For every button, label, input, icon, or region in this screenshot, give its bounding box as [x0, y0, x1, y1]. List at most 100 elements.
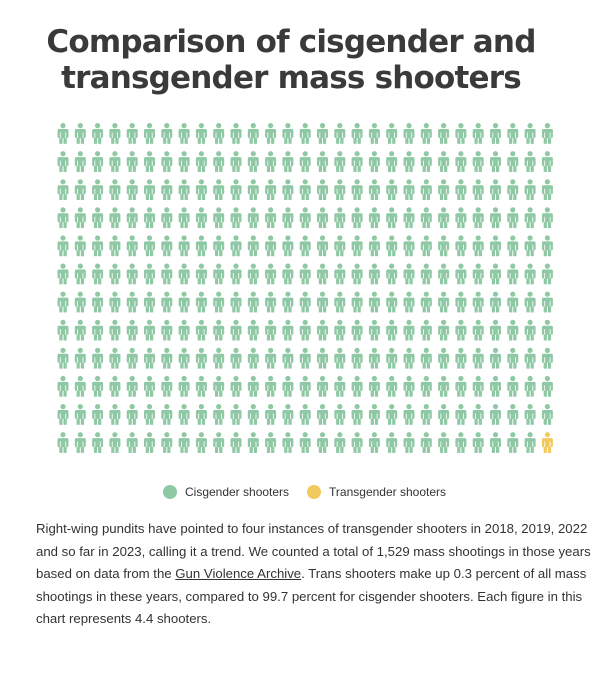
- person-icon-cisgender: [265, 319, 277, 341]
- person-icon-cisgender: [351, 432, 363, 453]
- person-icon-cisgender: [282, 207, 294, 229]
- person-icon-cisgender: [420, 347, 432, 369]
- person-icon-cisgender: [282, 123, 294, 144]
- person-icon-cisgender: [74, 319, 86, 341]
- person-icon-cisgender: [213, 179, 225, 200]
- person-icon-cisgender: [490, 291, 501, 313]
- person-icon-cisgender: [403, 263, 415, 285]
- person-icon-cisgender: [109, 151, 121, 172]
- person-icon-cisgender: [524, 235, 536, 257]
- person-icon-cisgender: [438, 347, 450, 369]
- person-icon-cisgender: [230, 375, 242, 397]
- person-icon-cisgender: [334, 179, 346, 200]
- person-icon-cisgender: [144, 404, 155, 425]
- person-icon-cisgender: [195, 319, 207, 341]
- person-icon-cisgender: [420, 375, 432, 397]
- person-icon-cisgender: [282, 347, 294, 369]
- person-icon-cisgender: [144, 207, 155, 229]
- person-icon-cisgender: [351, 347, 363, 369]
- person-icon-cisgender: [195, 404, 207, 425]
- person-icon-cisgender: [299, 404, 311, 425]
- person-icon-cisgender: [317, 404, 328, 425]
- person-icon-cisgender: [490, 404, 501, 425]
- person-icon-cisgender: [507, 291, 519, 313]
- person-icon-cisgender: [74, 235, 86, 257]
- person-icon-cisgender: [507, 235, 519, 257]
- person-icon-cisgender: [472, 375, 484, 397]
- person-icon-cisgender: [438, 432, 450, 453]
- person-icon-cisgender: [507, 179, 519, 200]
- person-icon-cisgender: [368, 404, 380, 425]
- person-icon-cisgender: [74, 432, 86, 453]
- person-icon-cisgender: [247, 404, 259, 425]
- person-icon-cisgender: [317, 207, 328, 229]
- chart-title: Comparison of cisgender and transgender …: [0, 24, 582, 96]
- person-icon-cisgender: [507, 123, 519, 144]
- person-icon-cisgender: [403, 151, 415, 172]
- person-icon-cisgender: [92, 404, 104, 425]
- person-icon-cisgender: [144, 263, 155, 285]
- person-icon-cisgender: [455, 319, 467, 341]
- person-icon-cisgender: [282, 375, 294, 397]
- person-icon-cisgender: [161, 291, 173, 313]
- person-icon-cisgender: [403, 432, 415, 453]
- person-icon-cisgender: [178, 375, 190, 397]
- person-icon-cisgender: [126, 319, 138, 341]
- person-icon-cisgender: [247, 375, 259, 397]
- person-icon-cisgender: [230, 207, 242, 229]
- person-icon-cisgender: [195, 207, 207, 229]
- person-icon-cisgender: [507, 319, 519, 341]
- person-icon-cisgender: [282, 179, 294, 200]
- person-icon-cisgender: [351, 319, 363, 341]
- person-icon-cisgender: [282, 404, 294, 425]
- legend-swatch-transgender: [307, 485, 322, 499]
- person-icon-cisgender: [57, 375, 69, 397]
- person-icon-cisgender: [74, 123, 86, 144]
- legend-swatch-cisgender: [162, 485, 177, 499]
- person-icon-cisgender: [524, 347, 536, 369]
- person-icon-cisgender: [265, 151, 277, 172]
- person-icon-cisgender: [247, 291, 259, 313]
- person-icon-cisgender: [126, 235, 138, 257]
- person-icon-cisgender: [472, 263, 484, 285]
- person-icon-cisgender: [368, 432, 380, 453]
- person-icon-cisgender: [524, 151, 536, 172]
- person-icon-cisgender: [230, 347, 242, 369]
- person-icon-cisgender: [420, 207, 432, 229]
- person-icon-cisgender: [472, 319, 484, 341]
- person-icon-cisgender: [57, 291, 69, 313]
- person-icon-cisgender: [265, 291, 277, 313]
- person-icon-cisgender: [247, 123, 259, 144]
- person-icon-cisgender: [438, 319, 450, 341]
- person-icon-cisgender: [126, 404, 138, 425]
- person-icon-cisgender: [386, 179, 398, 200]
- person-icon-cisgender: [178, 179, 190, 200]
- gun-violence-archive-link[interactable]: Gun Violence Archive: [175, 566, 302, 581]
- person-icon-cisgender: [299, 263, 311, 285]
- person-icon-cisgender: [490, 263, 501, 285]
- person-icon-cisgender: [472, 432, 484, 453]
- person-icon-cisgender: [472, 151, 484, 172]
- person-icon-cisgender: [541, 319, 553, 341]
- person-icon-cisgender: [213, 432, 225, 453]
- person-icon-cisgender: [230, 179, 242, 200]
- person-icon-cisgender: [230, 291, 242, 313]
- person-icon-cisgender: [438, 291, 450, 313]
- person-icon-cisgender: [126, 151, 138, 172]
- person-icon-cisgender: [265, 404, 277, 425]
- person-icon-cisgender: [178, 291, 190, 313]
- person-icon-cisgender: [247, 263, 259, 285]
- description-text-2: . Trans shooters make up 0.3 percent of …: [36, 566, 587, 626]
- person-icon-cisgender: [334, 291, 346, 313]
- person-icon-cisgender: [420, 404, 432, 425]
- person-icon-cisgender: [472, 291, 484, 313]
- person-icon-cisgender: [109, 347, 121, 369]
- person-icon-cisgender: [507, 375, 519, 397]
- person-icon-cisgender: [541, 235, 553, 257]
- person-icon-cisgender: [334, 432, 346, 453]
- person-icon-cisgender: [386, 347, 398, 369]
- person-icon-cisgender: [282, 263, 294, 285]
- person-icon-cisgender: [524, 263, 536, 285]
- person-icon-cisgender: [161, 179, 173, 200]
- person-icon-cisgender: [524, 291, 536, 313]
